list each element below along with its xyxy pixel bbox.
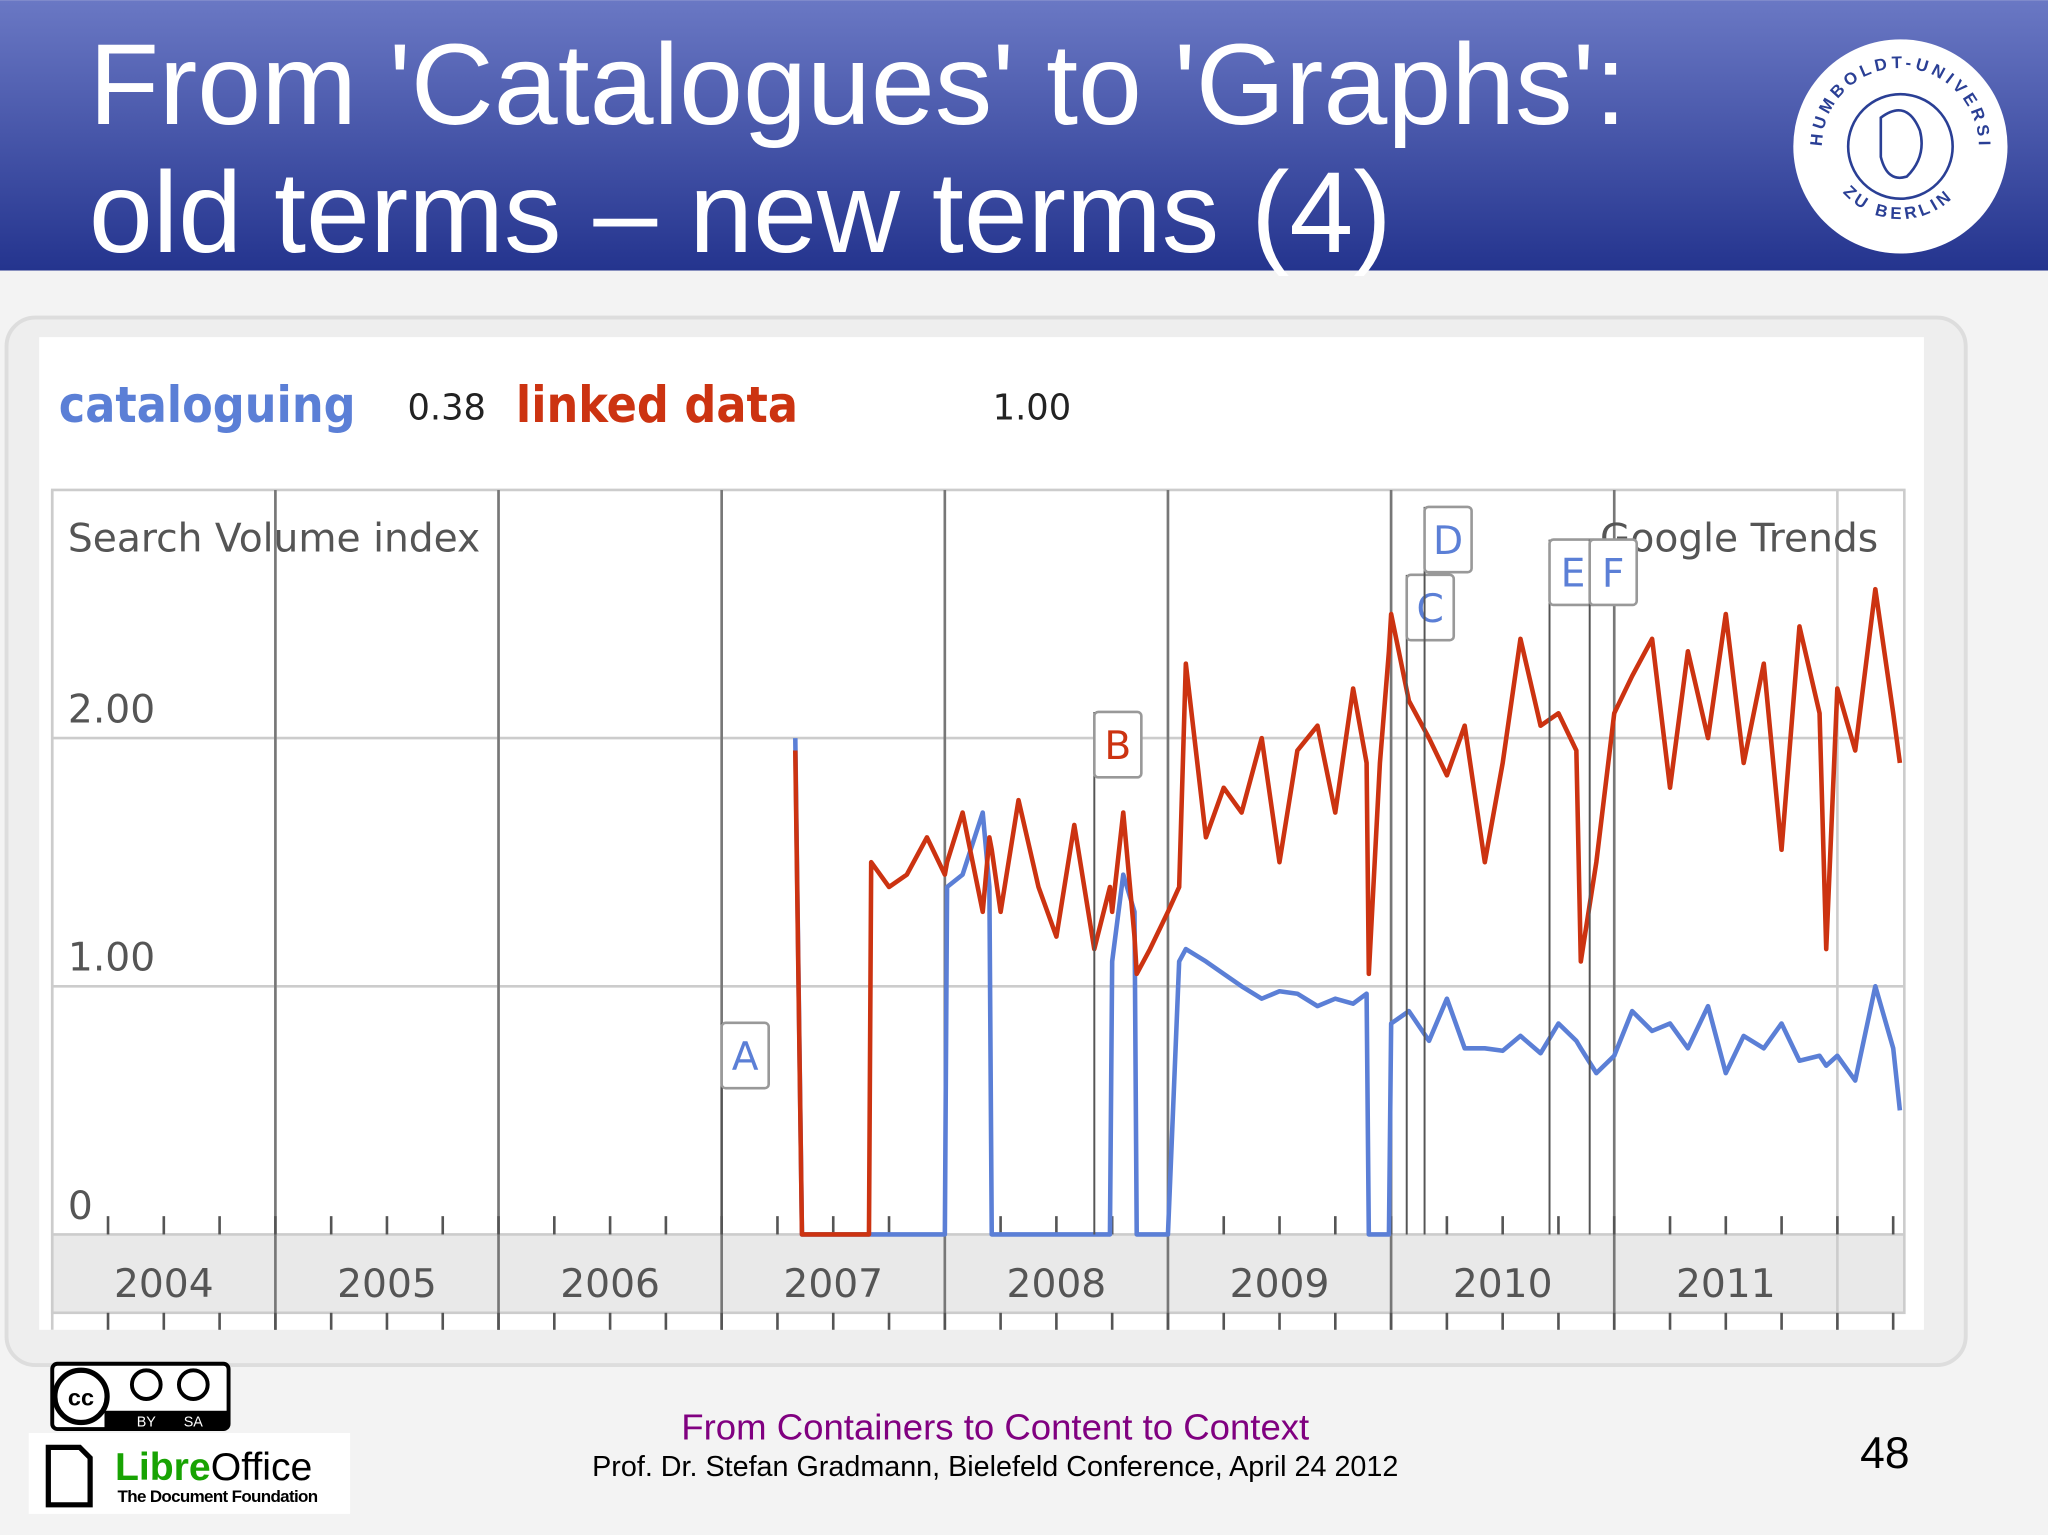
lo-wordmark: LibreOffice	[115, 1446, 312, 1489]
annotation-label: E	[1561, 552, 1586, 597]
annotation-flag	[1423, 505, 1473, 574]
chart-panel	[39, 337, 1924, 1330]
title-line: From 'Catalogues' to 'Graphs':	[89, 21, 1627, 149]
x-tick-label: 2009	[1230, 1262, 1330, 1307]
annotation-flag	[1588, 538, 1639, 607]
cc-circle	[52, 1367, 110, 1426]
chart: 0 1.00 2.00 2004 2005 2006 2007 2008 2009 2010 201…	[50, 376, 1905, 1330]
header-band	[0, 0, 2048, 271]
annotation-flag	[1093, 710, 1143, 779]
lo-doc-icon	[45, 1444, 93, 1508]
libreoffice-logo: LibreOffice The Document Foundation	[28, 1432, 351, 1514]
cc-strip	[104, 1410, 229, 1430]
x-tick-label: 2006	[560, 1262, 660, 1307]
legend-average: 1.00	[993, 387, 1072, 428]
series-line	[793, 586, 1903, 1237]
y-tick-label: 2.00	[68, 687, 155, 732]
annotation-flag	[720, 1021, 770, 1090]
x-axis-band	[52, 1234, 1905, 1313]
x-tick-label: 2007	[783, 1262, 883, 1307]
cc-logo: cc BY SA	[50, 1361, 231, 1432]
legend-entry: cataloguing	[59, 376, 356, 434]
by-icon	[129, 1368, 163, 1401]
lo-office: Office	[211, 1446, 313, 1489]
annotation-label: D	[1433, 519, 1463, 564]
y-axis-label: Search Volume index	[68, 516, 480, 561]
x-tick-label: 2011	[1676, 1262, 1776, 1307]
cc-by: BY	[137, 1414, 157, 1430]
legend-entry: linked data	[516, 376, 798, 434]
seal-disc	[1793, 39, 2008, 254]
annotation-label: B	[1104, 724, 1131, 769]
lo-libre: Libre	[115, 1446, 211, 1489]
y-tick-label: 1.00	[68, 936, 155, 981]
page-number: 48	[1860, 1429, 1909, 1478]
y-tick-label: 0	[68, 1184, 93, 1229]
footer-author: Prof. Dr. Stefan Gradmann, Bielefeld Con…	[592, 1451, 1398, 1483]
cc-sa: SA	[184, 1414, 204, 1430]
source-label: Google Trends	[1600, 516, 1878, 561]
cc-mark: cc	[68, 1385, 94, 1411]
seal-head	[1879, 109, 1923, 180]
x-tick-label: 2004	[114, 1262, 214, 1307]
title-line: old terms – new terms (4)	[89, 149, 1392, 277]
annotation-flag	[1405, 573, 1456, 642]
x-tick-label: 2010	[1453, 1262, 1553, 1307]
annotation-label: F	[1602, 552, 1625, 597]
x-tick-label: 2008	[1007, 1262, 1107, 1307]
annotation-label: C	[1417, 587, 1444, 632]
annotation-label: A	[732, 1035, 759, 1080]
x-tick-label: 2005	[337, 1262, 437, 1307]
seal-portrait	[1846, 92, 1954, 200]
lo-tagline: The Document Foundation	[118, 1487, 318, 1506]
sa-icon	[176, 1368, 210, 1401]
footer-title: From Containers to Content to Context	[681, 1407, 1309, 1448]
legend-average: 0.38	[408, 387, 487, 428]
